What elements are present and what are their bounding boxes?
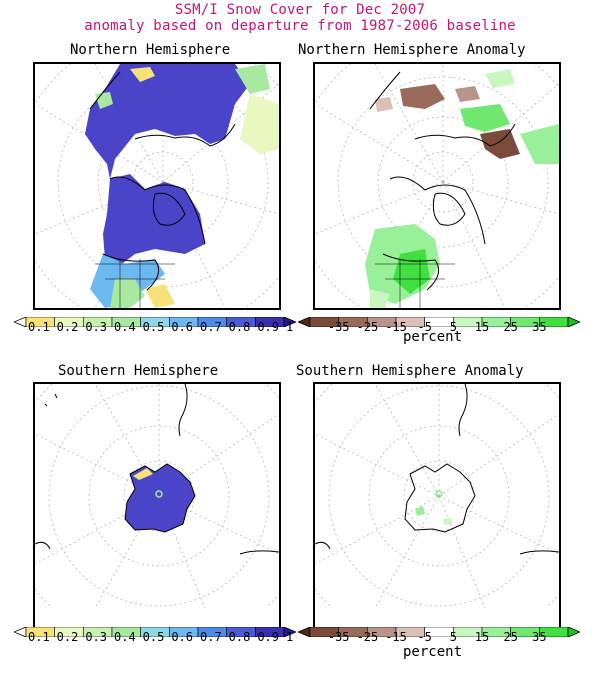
colorbar-nh-anomaly-tick-label: -5 — [417, 320, 432, 334]
map-sh-graphic — [35, 384, 279, 608]
colorbar-nh-cover-tick-label: 0.6 — [171, 320, 194, 334]
map-nh-anomaly — [313, 62, 561, 310]
colorbar-sh-cover-tick-label: 0.6 — [171, 630, 194, 644]
colorbar-nh-anomaly-tick-label: 5 — [449, 320, 457, 334]
panel-title-nh-anomaly: Northern Hemisphere Anomaly — [298, 42, 526, 58]
colorbar-nh-anomaly-tick-label: 35 — [532, 320, 547, 334]
colorbar-nh-anomaly-tick-label: -15 — [385, 320, 407, 334]
colorbar-nh-anomaly-tick-label: -25 — [356, 320, 379, 334]
colorbar-nh-cover-tick-label: 1 — [286, 320, 294, 334]
colorbar-nh-anomaly-end-low — [296, 316, 311, 328]
colorbar-nh-cover-tick-label: 0.4 — [114, 320, 136, 334]
colorbar-sh-cover-graphic — [12, 626, 298, 638]
colorbar-nh-cover-tick-label: 0.7 — [200, 320, 222, 334]
colorbar-sh-cover-tick-label: 0.8 — [228, 630, 251, 644]
colorbar-sh-cover — [12, 622, 298, 638]
colorbar-nh-cover-tick-label: 0.8 — [228, 320, 251, 334]
colorbar-sh-anomaly-tick-label: 5 — [449, 630, 457, 644]
title-line-1: SSM/I Snow Cover for Dec 2007 — [174, 2, 426, 18]
colorbar-sh-cover-tick-label: 0.3 — [85, 630, 108, 644]
colorbar-sh-cover-tick-label: 0.2 — [56, 630, 79, 644]
colorbar-nh-cover-tick-label: 0.1 — [28, 320, 50, 334]
title-line-2: anomaly based on departure from 1987-200… — [84, 18, 516, 34]
colorbar-sh-cover-tick-label: 0.1 — [28, 630, 50, 644]
colorbar-nh-anomaly — [296, 312, 582, 328]
colorbar-sh-cover-end-low — [12, 626, 27, 638]
panel-title-sh-anomaly: Southern Hemisphere Anomaly — [296, 363, 524, 379]
unit-label-nh: percent — [403, 329, 463, 345]
map-sh-snow-cover — [33, 382, 281, 630]
colorbar-sh-anomaly-end-low — [296, 626, 311, 638]
colorbar-sh-anomaly-tick-label: 25 — [503, 630, 518, 644]
colorbar-nh-cover-end-high — [283, 316, 298, 328]
colorbar-nh-cover-end-low — [12, 316, 27, 328]
colorbar-sh-anomaly-tick-label: -5 — [417, 630, 432, 644]
map-sh-anomaly-graphic — [315, 384, 559, 608]
map-nh-graphic — [35, 64, 279, 308]
panel-title-nh: Northern Hemisphere — [70, 42, 231, 58]
panel-title-sh: Southern Hemisphere — [58, 363, 219, 379]
colorbar-sh-cover-tick-label: 0.5 — [142, 630, 165, 644]
colorbar-nh-cover — [12, 312, 298, 328]
colorbar-sh-cover-tick-label: 0.7 — [200, 630, 222, 644]
colorbar-sh-anomaly-tick-label: 15 — [474, 630, 490, 644]
colorbar-sh-cover-end-high — [283, 626, 298, 638]
colorbar-sh-anomaly-tick-label: -15 — [385, 630, 407, 644]
colorbar-nh-anomaly-end-high — [567, 316, 582, 328]
map-sh-anomaly — [313, 382, 561, 630]
colorbar-nh-cover-tick-label: 0.9 — [257, 320, 280, 334]
colorbar-nh-cover-graphic — [12, 316, 298, 328]
colorbar-nh-anomaly-tick-label: 25 — [503, 320, 518, 334]
colorbar-sh-anomaly-tick-label: -25 — [356, 630, 379, 644]
colorbar-sh-anomaly-end-high — [567, 626, 582, 638]
colorbar-sh-cover-tick-label: 0.9 — [257, 630, 280, 644]
unit-label-sh: percent — [403, 644, 463, 660]
colorbar-sh-cover-tick-label: 0.4 — [114, 630, 136, 644]
colorbar-sh-anomaly-tick-label: 35 — [532, 630, 547, 644]
map-nh-anomaly-graphic — [315, 64, 559, 308]
colorbar-nh-anomaly-graphic — [296, 316, 582, 328]
colorbar-sh-cover-tick-label: 1 — [286, 630, 294, 644]
map-nh-snow-cover — [33, 62, 281, 310]
colorbar-nh-anomaly-tick-label: -35 — [327, 320, 350, 334]
colorbar-sh-anomaly-tick-label: -35 — [327, 630, 350, 644]
colorbar-nh-cover-tick-label: 0.2 — [56, 320, 79, 334]
colorbar-nh-anomaly-tick-label: 15 — [474, 320, 490, 334]
colorbar-nh-cover-tick-label: 0.5 — [142, 320, 165, 334]
colorbar-nh-cover-tick-label: 0.3 — [85, 320, 108, 334]
